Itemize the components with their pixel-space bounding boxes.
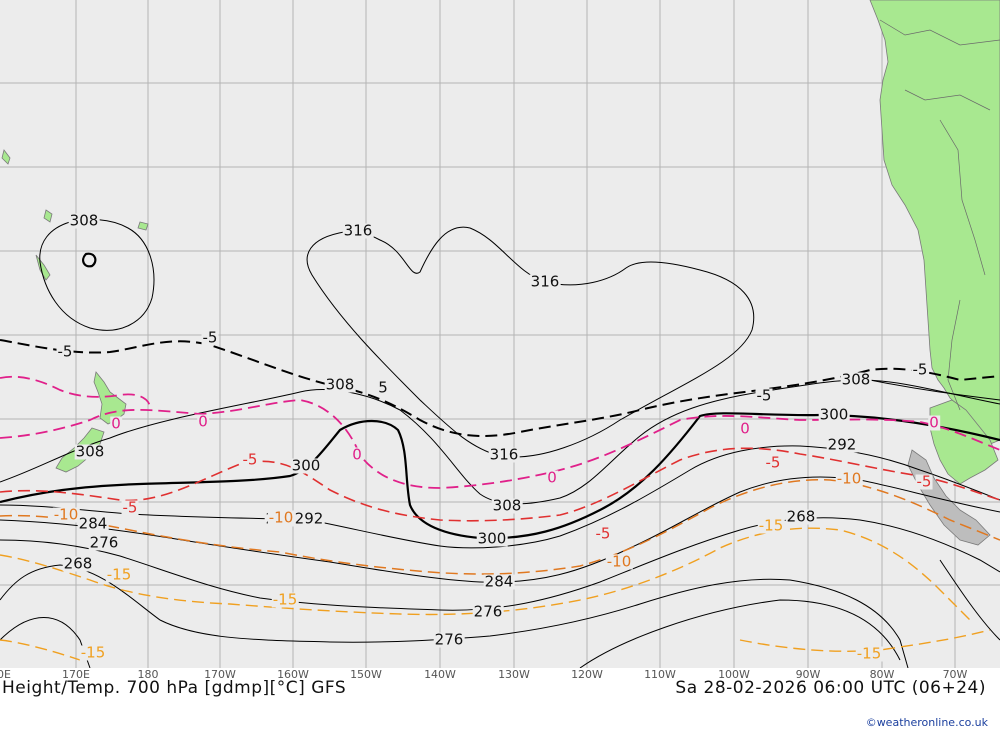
- land-borders: [879, 19, 1000, 411]
- temperature-isotherm-label: -5: [241, 450, 259, 469]
- temperature-isotherm-label: -5: [201, 328, 219, 347]
- longitude-axis: 0E 170E 180 170W 160W 150W 140W 130W 120W 110W 100…: [0, 668, 1000, 682]
- isotherm-neg15: [0, 527, 991, 661]
- isotherm-0: [0, 375, 1000, 489]
- longitude-label: 0E: [0, 668, 11, 681]
- longitude-label: 180: [137, 668, 159, 681]
- chart-title: Height/Temp. 700 hPa [gdmp][°C] GFS: [2, 678, 347, 698]
- longitude-label: 140W: [424, 668, 456, 681]
- height-contour-label: 308: [74, 442, 106, 461]
- height-contour-label: 308: [840, 370, 872, 389]
- height-contour-label: 316: [342, 221, 374, 240]
- temperature-isotherm-label: -5: [594, 524, 612, 543]
- temperature-isotherm-label: -5: [56, 342, 74, 361]
- longitude-label: 70W: [942, 668, 968, 681]
- longitude-label: 90W: [795, 668, 821, 681]
- credit-link[interactable]: ©weatheronline.co.uk: [865, 716, 988, 729]
- isotherm-neg5: [0, 447, 1000, 522]
- temperature-isotherm-label: -15: [79, 643, 107, 662]
- temperature-isotherm-label: 0: [351, 445, 363, 464]
- longitude-label: 100W: [718, 668, 750, 681]
- contour-308-fiji: [39, 219, 155, 331]
- temperature-isotherm-label: 0: [197, 412, 209, 431]
- land-south-america: [869, 0, 1000, 546]
- height-contour-label: 276: [88, 533, 120, 552]
- height-contour-label: 276: [433, 630, 465, 649]
- land-new-zealand: [1, 149, 149, 473]
- temperature-isotherm-label: -10: [605, 552, 633, 571]
- temperature-isotherm-label: -5: [915, 472, 933, 491]
- height-contour-label: 284: [77, 514, 109, 533]
- longitude-label: 150W: [350, 668, 382, 681]
- height-contour-label: 292: [826, 435, 858, 454]
- temperature-isotherm-label: -5: [911, 360, 929, 379]
- longitude-label: 110W: [644, 668, 676, 681]
- temperature-isotherm-label: 5: [377, 378, 389, 397]
- temperature-isotherm-label: -5: [764, 453, 782, 472]
- temperature-isotherm-label: -15: [855, 644, 883, 663]
- temperature-isotherm-label: 0: [739, 419, 751, 438]
- graticule: [0, 0, 1000, 668]
- contour-260: [0, 617, 91, 668]
- temperature-isotherm-label: -15: [105, 565, 133, 584]
- longitude-label: 80W: [869, 668, 895, 681]
- height-contour-label: 276: [472, 602, 504, 621]
- temperature-isotherm-label: 0: [928, 413, 940, 432]
- height-contour-label: 300: [476, 529, 508, 548]
- temperature-isotherm-label: -15: [271, 590, 299, 609]
- height-contour-label: 268: [785, 507, 817, 526]
- height-contour-label: 316: [488, 445, 520, 464]
- height-contour-label: 284: [483, 572, 515, 591]
- height-contour-label: 300: [290, 456, 322, 475]
- longitude-label: 120W: [571, 668, 603, 681]
- temperature-isotherm-label: -10: [835, 469, 863, 488]
- valid-time: Sa 28-02-2026 06:00 UTC (06+24): [675, 678, 986, 698]
- contour-276: [0, 517, 1000, 611]
- height-contour-label: 308: [491, 496, 523, 515]
- height-contour-label: 268: [62, 554, 94, 573]
- temperature-isotherm-label: -5: [121, 498, 139, 517]
- height-contour-label: 308: [68, 211, 100, 230]
- map-canvas: 308 316 316 308 308 300 316 308 300 308 300 292 292 2…: [0, 0, 1000, 668]
- height-contour-label: 300: [818, 405, 850, 424]
- temperature-isotherm-label: -10: [267, 508, 295, 527]
- height-contour-thick: [0, 252, 1000, 540]
- temperature-isotherm-label: 0: [110, 414, 122, 433]
- contour-308-chile: [869, 379, 1000, 401]
- longitude-label: 170E: [62, 668, 90, 681]
- isotherm-neg10: [0, 478, 1000, 575]
- longitude-label: 160W: [277, 668, 309, 681]
- contour-260b: [579, 599, 901, 668]
- contour-low-chile: [939, 559, 1000, 641]
- map-graphics: [0, 0, 1000, 668]
- height-contour-label: 292: [293, 509, 325, 528]
- height-contour-label: 316: [529, 272, 561, 291]
- longitude-label: 170W: [204, 668, 236, 681]
- isotherm-black-dashed: [0, 339, 1000, 437]
- temperature-isotherm-label: -15: [757, 516, 785, 535]
- height-contour-label: 308: [324, 375, 356, 394]
- temperature-isotherm-label: 0: [546, 468, 558, 487]
- contour-292: [0, 445, 1000, 549]
- temperature-isotherm-label: -10: [52, 505, 80, 524]
- contour-316-central: [306, 226, 755, 458]
- temperature-isotherm-label: -5: [755, 386, 773, 405]
- longitude-label: 130W: [498, 668, 530, 681]
